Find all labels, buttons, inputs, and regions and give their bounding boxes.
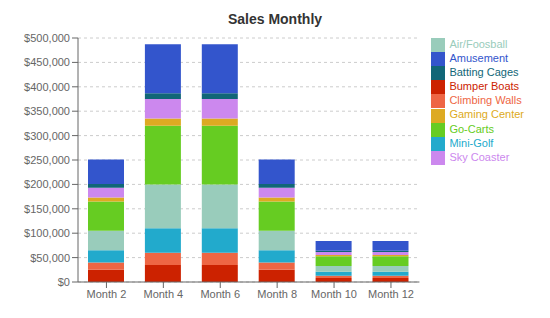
svg-text:Month 6: Month 6 [200, 288, 240, 300]
svg-text:Month 8: Month 8 [257, 288, 297, 300]
html-text:Amusement: Amusement [449, 52, 509, 65]
svg-text:$200,000: $200,000 [24, 178, 70, 190]
svg-text:$250,000: $250,000 [24, 154, 70, 166]
svg-text:$150,000: $150,000 [24, 203, 70, 215]
html-text:Climbing Walls: Climbing Walls [449, 94, 522, 107]
svg-text:$0: $0 [58, 276, 70, 288]
html-text:Sales Monthly: Sales Monthly [227, 11, 323, 27]
svg-text:Month 4: Month 4 [143, 288, 183, 300]
svg-text:Month 2: Month 2 [87, 288, 127, 300]
html-text:Mini-Golf: Mini-Golf [449, 136, 494, 149]
html-text:Go-Carts: Go-Carts [449, 122, 494, 135]
svg-text:Month 12: Month 12 [368, 288, 414, 300]
html-text:Bumper Boats: Bumper Boats [449, 80, 520, 93]
svg-text:Month 10: Month 10 [311, 288, 357, 300]
svg-text:$300,000: $300,000 [24, 130, 70, 142]
html-text:Gaming Center: Gaming Center [449, 108, 524, 121]
svg-text:$350,000: $350,000 [24, 105, 70, 117]
html-text:Batting Cages: Batting Cages [449, 66, 519, 79]
svg-text:$50,000: $50,000 [30, 252, 70, 264]
svg-text:$400,000: $400,000 [24, 81, 70, 93]
svg-text:$100,000: $100,000 [24, 227, 70, 239]
html-text:Sky Coaster: Sky Coaster [449, 150, 510, 163]
svg-text:$450,000: $450,000 [24, 56, 70, 68]
svg-text:$500,000: $500,000 [24, 32, 70, 44]
html-text:Air/Foosball: Air/Foosball [449, 38, 508, 50]
